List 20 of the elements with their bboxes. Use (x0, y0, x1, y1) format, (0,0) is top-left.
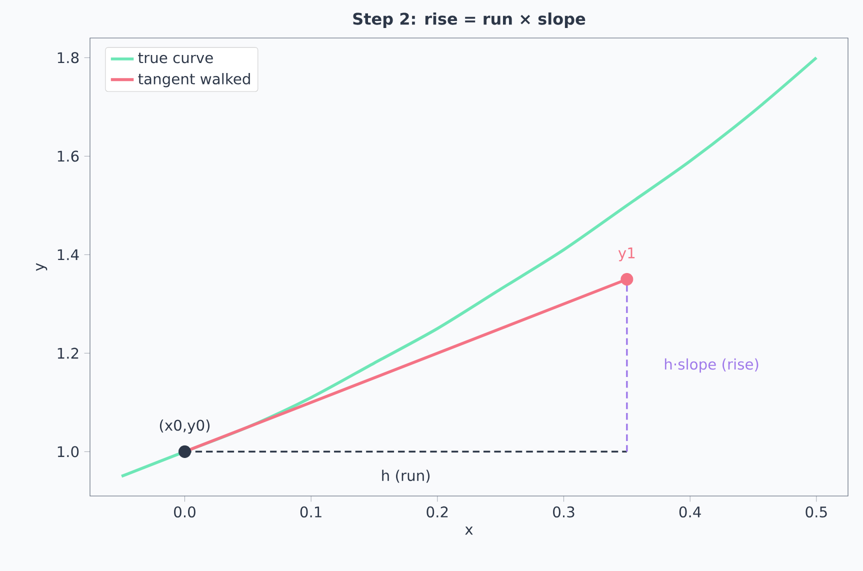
y-tick-label: 1.2 (58, 348, 78, 359)
chart-title: Step 2: rise = run × slope (353, 12, 586, 28)
x-tick-label: 0.2 (426, 506, 448, 518)
legend-label: true curve (138, 52, 213, 64)
annotation: (x0,y0) (160, 419, 210, 434)
x-tick-label: 0.3 (553, 506, 574, 518)
x-tick-label: 0.4 (679, 506, 701, 518)
y-axis-title: y (36, 263, 48, 271)
y-tick-label: 1.8 (58, 52, 79, 64)
y-tick-label: 1.0 (58, 446, 79, 458)
y-tick-label: 1.4 (58, 249, 79, 260)
annotation: h·slope (rise) (664, 358, 758, 373)
y-tick-label: 1.6 (58, 150, 79, 162)
x-tick-label: 0.5 (806, 506, 827, 518)
annotation: y1 (618, 248, 635, 262)
annotation: h (run) (382, 470, 430, 483)
x-tick-label: 0.0 (174, 506, 196, 518)
x-axis-title: x (465, 526, 473, 535)
x-tick-label: 0.1 (300, 506, 322, 518)
legend-label: tangent walked (138, 73, 250, 88)
